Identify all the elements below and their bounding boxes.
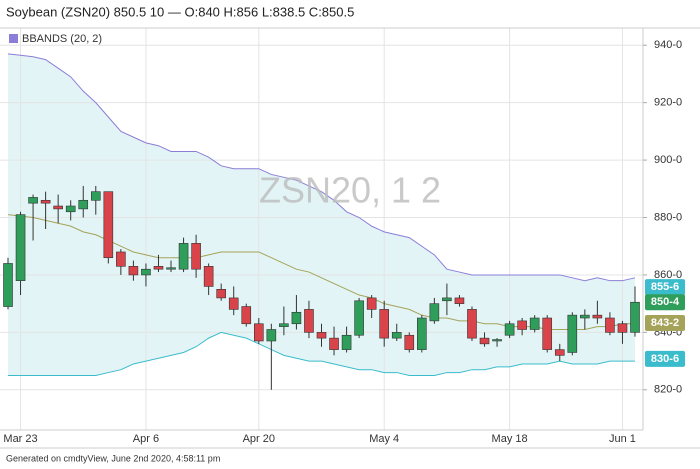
price-label: 855-6 — [651, 281, 679, 293]
candle-body — [279, 323, 289, 327]
candle-body — [203, 266, 214, 287]
candle-body — [404, 334, 415, 350]
candle-body — [254, 323, 264, 342]
y-tick-label: 880-0 — [654, 211, 682, 223]
candle-body — [216, 288, 226, 299]
candle-body — [354, 300, 364, 336]
x-tick-label: Apr 6 — [133, 433, 159, 445]
candle-body — [366, 297, 377, 310]
candle-body — [479, 337, 490, 345]
band-upper-line — [7, 53, 636, 282]
candle-body — [580, 314, 590, 319]
candle-body — [467, 309, 477, 339]
x-tick-label: May 4 — [369, 433, 399, 445]
candle-body — [228, 297, 239, 310]
candle-body — [329, 337, 339, 350]
price-label-box — [645, 294, 685, 311]
price-label: 850-4 — [651, 296, 680, 308]
price-label: 830-6 — [651, 353, 679, 365]
legend-swatch — [9, 34, 18, 43]
candle-body — [53, 205, 63, 210]
candle-body — [492, 339, 502, 342]
candle-body — [128, 266, 139, 276]
candle-body — [178, 243, 189, 270]
candle-body — [28, 197, 38, 204]
candle-body — [504, 323, 515, 336]
candle-body — [153, 266, 164, 270]
y-tick-label: 820-0 — [654, 384, 682, 396]
candle-body — [391, 332, 402, 339]
y-tick-label: 860-0 — [654, 269, 682, 281]
candle-body — [379, 309, 390, 339]
candle-body — [567, 314, 578, 353]
candle-body — [291, 311, 302, 325]
footer: Generated on cmdtyView, June 2nd 2020, 4… — [6, 453, 220, 463]
x-tick-label: Jun 1 — [609, 433, 636, 445]
candle-body — [78, 199, 89, 210]
candle-body — [554, 349, 565, 356]
legend-label: BBANDS (20, 2) — [22, 33, 102, 45]
chart-title: Soybean (ZSN20) 850.5 10 — O:840 H:856 L… — [6, 4, 354, 19]
candle-body — [617, 323, 628, 333]
candle-body — [605, 317, 615, 333]
candle-body — [592, 314, 603, 319]
band-lower-line — [8, 331, 635, 376]
plot-area — [0, 28, 643, 430]
candle-body — [40, 199, 51, 204]
candle-body — [316, 332, 327, 339]
candle-body — [241, 306, 252, 325]
candle-body — [103, 191, 114, 259]
y-tick-label: 920-0 — [654, 97, 682, 109]
candle-body — [517, 320, 527, 330]
price-label: 843-2 — [651, 317, 679, 329]
candle-body — [630, 301, 640, 333]
x-tick-label: May 18 — [492, 433, 528, 445]
candle-body — [65, 205, 76, 213]
band-fill — [8, 53, 635, 376]
price-label-box — [645, 350, 685, 367]
price-label-box — [645, 279, 685, 296]
candle-body — [166, 267, 176, 270]
candle-body — [3, 263, 13, 307]
candle-body — [304, 309, 314, 333]
y-tick-label: 940-0 — [654, 39, 682, 51]
candle-body — [529, 317, 540, 330]
candle-body — [141, 268, 151, 276]
candle-body — [191, 243, 201, 270]
candle-body — [341, 334, 352, 350]
candle-body — [542, 317, 553, 350]
candle-body — [15, 214, 26, 281]
price-label-box — [645, 315, 685, 332]
candle-body — [429, 303, 440, 322]
candle-body — [90, 191, 101, 201]
candle-body — [266, 329, 277, 342]
candle-body — [116, 251, 126, 267]
candle-body — [442, 297, 452, 302]
candle-body — [417, 317, 427, 350]
x-tick-label: Mar 23 — [3, 433, 37, 445]
watermark: ZSN20, 1 2 — [259, 170, 441, 211]
y-tick-label: 900-0 — [654, 154, 682, 166]
x-tick-label: Apr 20 — [243, 433, 275, 445]
candle-body — [454, 297, 465, 304]
